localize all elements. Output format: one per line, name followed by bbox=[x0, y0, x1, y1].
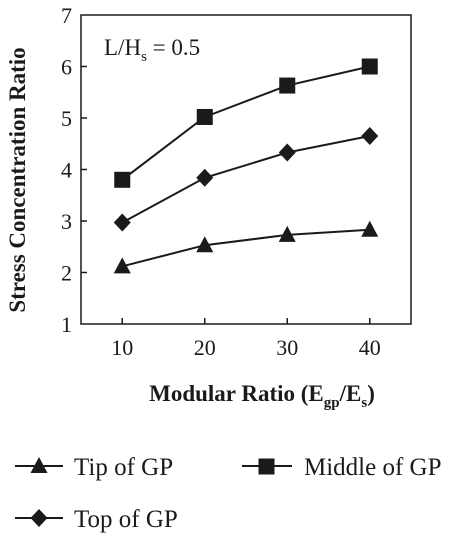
annotation-suffix: = 0.5 bbox=[147, 35, 200, 60]
legend-label-middle: Middle of GP bbox=[304, 454, 442, 481]
y-tick-label: 6 bbox=[61, 55, 72, 80]
legend-triangle-marker bbox=[30, 457, 48, 473]
legend-item-tip: Tip of GP bbox=[15, 454, 173, 481]
x-axis-ticks: 10 20 30 40 bbox=[111, 318, 381, 360]
y-tick-label: 5 bbox=[61, 106, 72, 131]
legend-label-top: Top of GP bbox=[74, 506, 178, 533]
y-tick-label: 2 bbox=[61, 261, 72, 286]
x-axis-title-mid: /E bbox=[339, 381, 362, 406]
y-tick-label: 7 bbox=[61, 3, 72, 28]
legend: Tip of GP Middle of GP Top of GP bbox=[15, 454, 442, 533]
x-axis-title-suffix: ) bbox=[367, 381, 375, 406]
series-layer bbox=[113, 58, 379, 274]
legend-item-middle: Middle of GP bbox=[242, 454, 442, 481]
legend-diamond-marker bbox=[30, 509, 48, 527]
x-tick-label: 30 bbox=[276, 335, 298, 360]
legend-label-tip: Tip of GP bbox=[74, 454, 173, 481]
plot-frame bbox=[80, 14, 412, 325]
x-axis-title: Modular Ratio (Egp/Es) bbox=[149, 381, 375, 411]
data-point-diamond bbox=[361, 127, 379, 146]
annotation-subscript: s bbox=[141, 49, 147, 65]
data-point-square bbox=[196, 108, 213, 125]
data-point-square bbox=[279, 77, 296, 94]
legend-square-marker bbox=[258, 458, 275, 475]
legend-item-top: Top of GP bbox=[15, 506, 178, 533]
data-point-triangle bbox=[361, 220, 379, 237]
data-point-triangle bbox=[196, 236, 214, 253]
data-point-diamond bbox=[113, 213, 131, 232]
data-point-triangle bbox=[278, 225, 296, 242]
x-axis-title-subscript-1: gp bbox=[324, 395, 340, 411]
series-line-tip-of-gp bbox=[122, 228, 370, 268]
x-axis-title-prefix: Modular Ratio (E bbox=[149, 381, 324, 406]
annotation-prefix: L/H bbox=[104, 35, 141, 60]
data-point-square bbox=[361, 58, 378, 75]
x-axis-title-subscript-2: s bbox=[361, 395, 367, 411]
data-point-diamond bbox=[196, 168, 214, 187]
data-point-diamond bbox=[278, 143, 296, 162]
y-tick-label: 4 bbox=[61, 158, 72, 183]
plot-annotation: L/Hs = 0.5 bbox=[104, 35, 200, 65]
series-line-top-of-gp bbox=[121, 135, 370, 224]
x-tick-label: 20 bbox=[194, 335, 216, 360]
series-line-middle-of-gp bbox=[121, 65, 370, 181]
data-point-square bbox=[114, 171, 131, 188]
y-axis-title: Stress Concentration Ratio bbox=[5, 47, 30, 312]
y-axis-ticks: 1 2 3 4 5 6 7 bbox=[61, 3, 87, 337]
y-tick-label: 3 bbox=[61, 209, 72, 234]
y-tick-label: 1 bbox=[61, 312, 72, 337]
data-point-triangle bbox=[113, 257, 131, 274]
x-tick-label: 10 bbox=[111, 335, 133, 360]
x-tick-label: 40 bbox=[359, 335, 381, 360]
